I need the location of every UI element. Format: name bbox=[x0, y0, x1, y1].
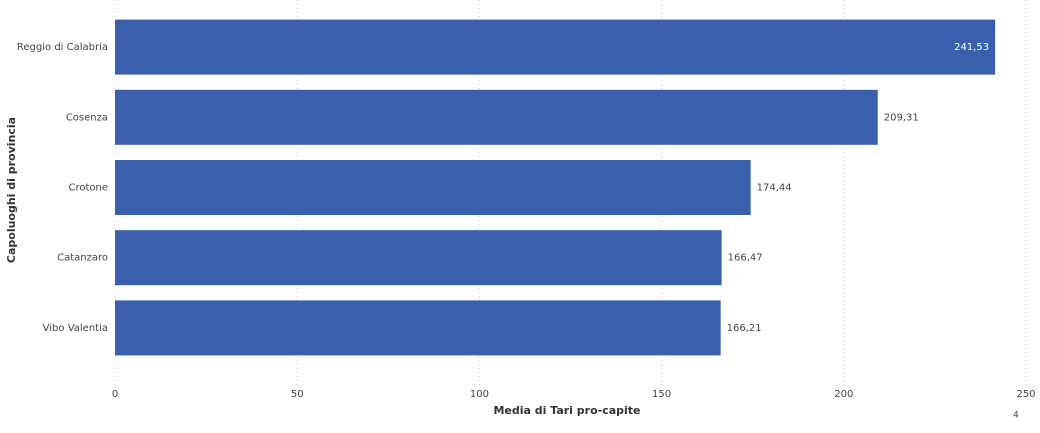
y-tick-label: Catanzaro bbox=[57, 253, 108, 264]
x-axis-title: Media di Tari pro-capite bbox=[493, 404, 640, 417]
x-tick-label: 100 bbox=[470, 389, 489, 400]
bar bbox=[115, 19, 996, 75]
data-label: 209,31 bbox=[884, 112, 919, 123]
y-tick-label: Cosenza bbox=[66, 112, 108, 123]
page-number: 4 bbox=[1013, 411, 1019, 421]
y-tick-label: Crotone bbox=[68, 183, 108, 194]
bar bbox=[115, 300, 721, 356]
bar bbox=[115, 89, 878, 145]
y-tick-label: Reggio di Calabria bbox=[17, 42, 108, 53]
data-label: 241,53 bbox=[954, 42, 989, 53]
x-tick-label: 150 bbox=[652, 389, 671, 400]
data-label: 166,47 bbox=[728, 253, 763, 264]
data-label: 174,44 bbox=[757, 183, 792, 194]
bar bbox=[115, 230, 722, 286]
x-tick-label: 250 bbox=[1016, 389, 1035, 400]
bar bbox=[115, 160, 751, 215]
x-tick-label: 200 bbox=[834, 389, 853, 400]
y-tick-label: Vibo Valentia bbox=[43, 323, 108, 334]
x-tick-label: 0 bbox=[112, 389, 118, 400]
data-label: 166,21 bbox=[727, 323, 762, 334]
y-axis-title: Capoluoghi di provincia bbox=[5, 117, 18, 263]
x-tick-label: 50 bbox=[291, 389, 304, 400]
